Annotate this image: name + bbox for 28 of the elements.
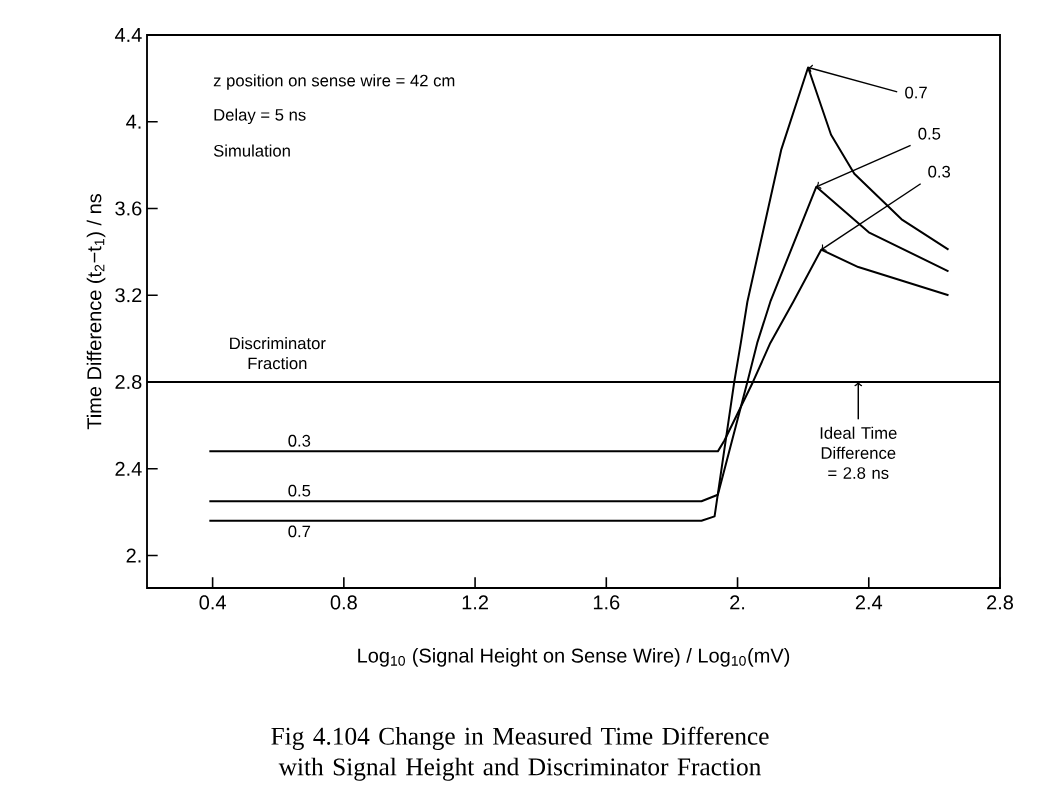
legend-title: Discriminator Fraction xyxy=(230,337,326,370)
y-tick-label: 2.4 xyxy=(115,461,142,476)
series-label: 0.5 xyxy=(288,484,311,497)
x-tick-label: 2.8 xyxy=(987,595,1014,610)
y-tick-label: 4. xyxy=(126,114,141,129)
y-tick-label: 2.8 xyxy=(115,374,142,390)
series-label: 0.7 xyxy=(288,525,311,538)
y-tick-label: 2. xyxy=(126,548,141,563)
annotation: 0.5 xyxy=(918,127,941,140)
annotation: Simulation xyxy=(213,144,290,157)
x-tick-label: 2.4 xyxy=(855,595,883,610)
y-tick-label: 3.6 xyxy=(115,201,142,216)
x-tick-label: 1.2 xyxy=(462,595,488,610)
annotation: z position on sense wire = 42 cm xyxy=(213,74,455,90)
annotation: Delay = 5 ns xyxy=(214,108,306,125)
y-tick-label: 3.2 xyxy=(115,288,142,303)
series-label: 0.3 xyxy=(288,434,311,447)
x-tick-label: 0.8 xyxy=(330,595,357,610)
x-tick-label: 1.6 xyxy=(593,595,620,610)
annotation: 0.3 xyxy=(928,165,951,178)
annotation: Ideal Time Difference = 2.8 ns xyxy=(820,426,897,479)
text: Fig 4.104 Change in Measured Time Difference with Signal Height and Discriminator Fraction xyxy=(271,726,769,781)
x-tick-label: 2. xyxy=(730,595,745,610)
y-axis-title: Time Difference (t$_{2}$−t$_{1}$) / ns xyxy=(86,194,106,430)
annotation: 0.7 xyxy=(905,86,927,99)
x-tick-label: 0.4 xyxy=(199,595,226,610)
x-axis-title: Log$_{10}$ (Signal Height on Sense Wire) / Log$_{10}$(mV) xyxy=(358,648,790,667)
y-tick-label: 4.4 xyxy=(114,28,142,42)
